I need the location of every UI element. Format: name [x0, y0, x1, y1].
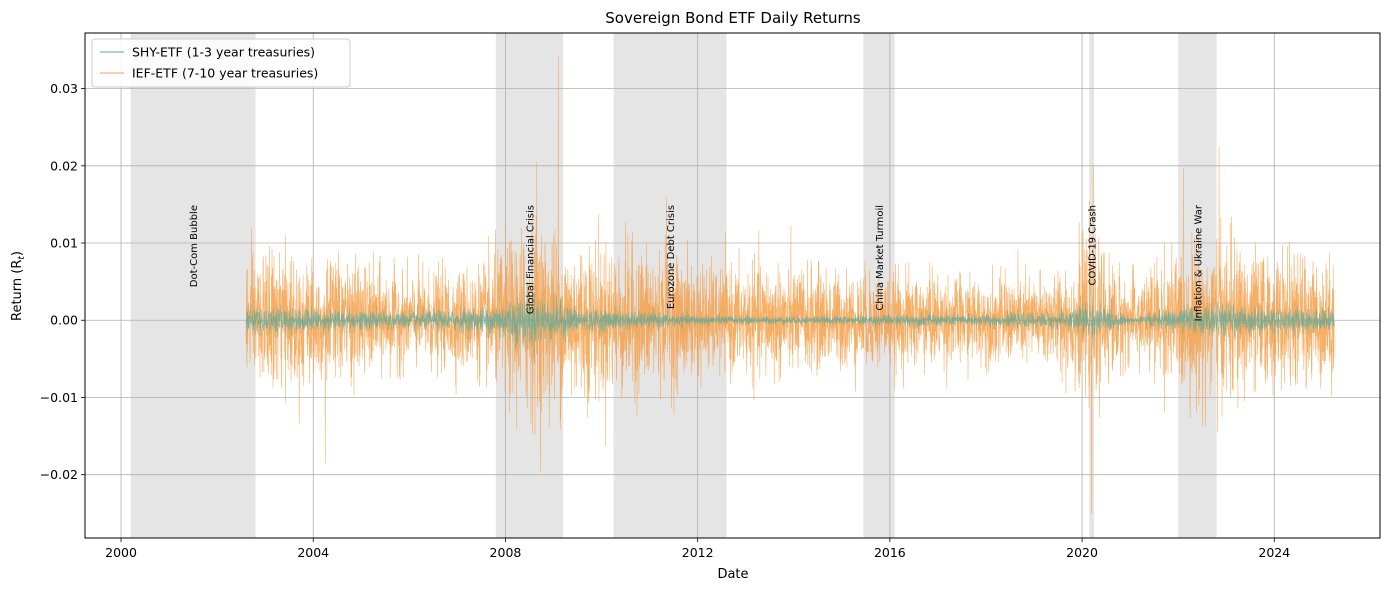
- crisis-label-layer: Dot-Com Bubble Global Financial Crisis Eur…: [189, 204, 1204, 321]
- crisis-label-3: China Market Turmoil: [875, 205, 886, 311]
- y-tick-label-4: 0.02: [50, 158, 78, 173]
- series-layer: [245, 55, 1335, 514]
- legend: SHY-ETF (1-3 year treasuries) IEF-ETF (7-…: [91, 38, 351, 88]
- x-tick-label-5: 2020: [1066, 545, 1098, 560]
- y-tick-label-0: −0.02: [40, 467, 78, 482]
- crisis-label-0: Dot-Com Bubble: [189, 205, 200, 287]
- series-line-1: [245, 55, 1335, 514]
- crisis-label-2: Eurozone Debt Crisis: [666, 205, 677, 309]
- y-axis-label-close: ): [10, 251, 25, 256]
- y-tick-label-5: 0.03: [50, 81, 78, 96]
- legend-label-1: IEF-ETF (7-10 year treasuries): [132, 66, 318, 81]
- crisis-label-5: Inflation & Ukraine War: [1193, 204, 1204, 321]
- x-tick-label-6: 2024: [1258, 545, 1290, 560]
- y-axis-label-subscript: t: [17, 256, 27, 260]
- y-axis-label: Return (Rt): [10, 251, 27, 321]
- crisis-label-1: Global Financial Crisis: [525, 205, 536, 314]
- x-tick-label-4: 2016: [874, 545, 906, 560]
- x-tick-label-2: 2008: [490, 545, 522, 560]
- chart-title: Sovereign Bond ETF Daily Returns: [605, 9, 861, 27]
- series-line-0: [245, 281, 1335, 365]
- crisis-band-4: [1089, 33, 1095, 538]
- legend-label-0: SHY-ETF (1-3 year treasuries): [132, 45, 315, 60]
- y-tick-label-1: −0.01: [40, 390, 78, 405]
- x-tick-label-0: 2000: [105, 545, 137, 560]
- x-axis-label: Date: [717, 567, 748, 582]
- plot-frame: [84, 32, 1381, 539]
- legend-box: [91, 38, 351, 88]
- x-axis-ticks: 2000 2004 2008 2012 2016 2020 2024: [105, 538, 1290, 560]
- y-axis-label-main: Return (R: [10, 260, 25, 321]
- crisis-label-4: COVID-19 Crash: [1088, 205, 1099, 285]
- x-tick-label-1: 2004: [297, 545, 329, 560]
- y-axis-ticks: −0.02 −0.01 0.00 0.01 0.02 0.03: [40, 81, 85, 482]
- y-tick-label-3: 0.01: [50, 236, 78, 251]
- crisis-band-0: [130, 33, 256, 538]
- y-tick-label-2: 0.00: [50, 313, 78, 328]
- x-tick-label-3: 2012: [682, 545, 714, 560]
